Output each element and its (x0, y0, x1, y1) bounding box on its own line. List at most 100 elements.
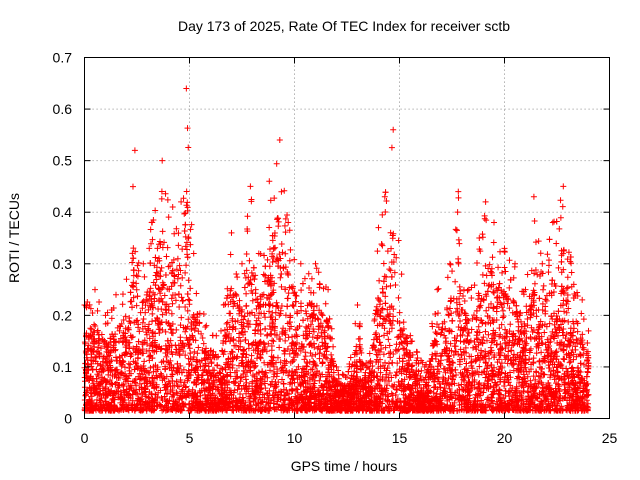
data-point (371, 316, 378, 323)
data-point (400, 319, 407, 326)
data-point (87, 305, 94, 312)
data-point (276, 344, 283, 351)
data-point (162, 271, 169, 278)
data-point (114, 324, 121, 331)
data-point (551, 321, 558, 328)
data-point (287, 246, 294, 253)
data-point (277, 274, 284, 281)
data-point (126, 372, 133, 379)
data-point (86, 301, 93, 308)
data-point (505, 348, 512, 355)
data-point (305, 270, 312, 277)
data-point (381, 273, 388, 280)
data-point (186, 345, 193, 352)
data-point (457, 346, 464, 353)
data-point (273, 258, 280, 265)
data-point (248, 269, 255, 276)
data-point (180, 195, 187, 202)
data-point (434, 366, 441, 373)
data-point (366, 350, 373, 357)
data-point (567, 358, 574, 365)
data-point (127, 353, 134, 360)
data-point (274, 215, 281, 222)
data-point (321, 327, 328, 334)
data-point (392, 372, 399, 379)
data-point (464, 287, 471, 294)
data-point (164, 196, 171, 203)
data-point (461, 356, 468, 363)
data-point (487, 268, 494, 275)
data-point (584, 400, 591, 407)
data-point (461, 377, 468, 384)
data-point (319, 371, 326, 378)
data-point (118, 320, 125, 327)
data-point (495, 264, 502, 271)
data-point (490, 239, 497, 246)
data-point (543, 297, 550, 304)
data-point (309, 352, 316, 359)
data-point (149, 310, 156, 317)
data-point (531, 280, 538, 287)
data-point (264, 331, 271, 338)
data-point (534, 341, 541, 348)
data-point (243, 251, 250, 258)
data-point (570, 325, 577, 332)
data-point (458, 381, 465, 388)
data-point (537, 250, 544, 257)
data-point (240, 316, 247, 323)
data-point (267, 197, 274, 204)
data-point (195, 344, 202, 351)
data-point (450, 360, 457, 367)
data-point (481, 212, 488, 219)
data-point (234, 386, 241, 393)
data-point (555, 332, 562, 339)
data-point (130, 245, 137, 252)
data-point (485, 373, 492, 380)
data-point (102, 359, 109, 366)
data-point (176, 351, 183, 358)
data-point (493, 382, 500, 389)
data-point (171, 273, 178, 280)
data-point (449, 317, 456, 324)
data-point (542, 341, 549, 348)
data-point (208, 359, 215, 366)
data-point (339, 371, 346, 378)
data-point (583, 397, 590, 404)
data-point (561, 308, 568, 315)
data-point (498, 321, 505, 328)
data-point (135, 259, 142, 266)
data-point (550, 288, 557, 295)
data-point (182, 269, 189, 276)
data-point (164, 244, 171, 251)
data-point (433, 330, 440, 337)
data-point (481, 280, 488, 287)
data-point (266, 224, 273, 231)
data-point (128, 298, 135, 305)
data-point (272, 316, 279, 323)
data-point (246, 280, 253, 287)
data-point (373, 330, 380, 337)
data-point (482, 262, 489, 269)
data-point (269, 259, 276, 266)
data-point (273, 160, 280, 167)
data-point (563, 285, 570, 292)
data-point (135, 354, 142, 361)
data-point (455, 194, 462, 201)
data-point (363, 364, 370, 371)
data-point (452, 278, 459, 285)
data-point (447, 261, 454, 268)
data-point (241, 270, 248, 277)
data-point (134, 262, 141, 269)
data-point (139, 305, 146, 312)
data-point (108, 315, 115, 322)
data-point (533, 313, 540, 320)
data-point (234, 274, 241, 281)
data-point (534, 329, 541, 336)
data-point (96, 299, 103, 306)
data-point (584, 340, 591, 347)
data-point (408, 363, 415, 370)
data-point (385, 360, 392, 367)
data-point (275, 223, 282, 230)
data-point (556, 388, 563, 395)
data-point (562, 335, 569, 342)
